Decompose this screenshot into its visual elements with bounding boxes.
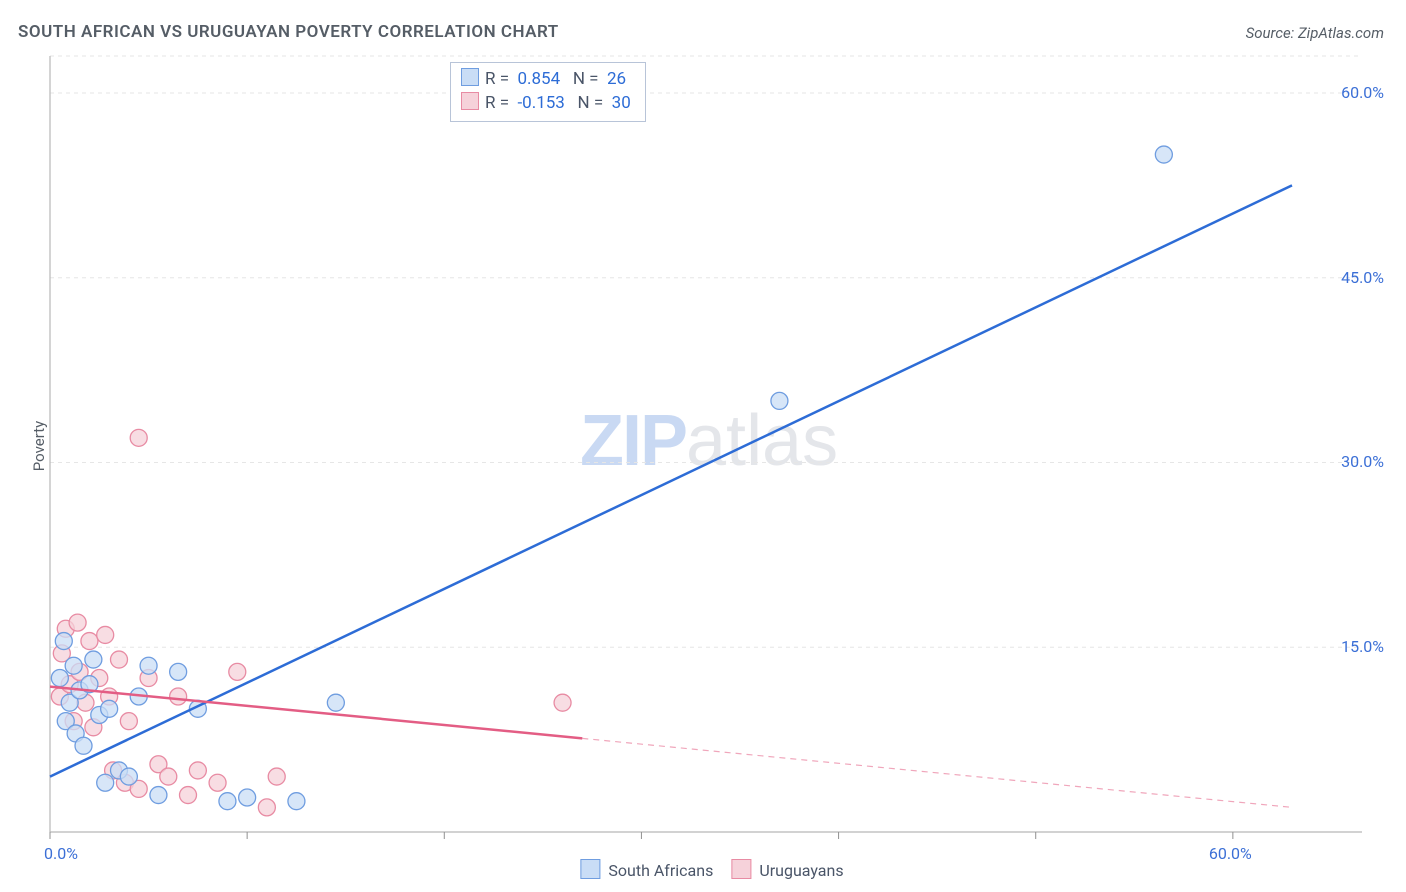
x-tick-min: 0.0% [44,844,78,863]
y-tick-label: 45.0% [1341,268,1384,287]
legend-label: Uruguayans [759,861,843,880]
bottom-legend: South Africans Uruguayans [562,859,843,880]
n-value: 30 [612,93,631,113]
legend-swatch-icon [461,68,479,86]
correlation-box: R = 0.854 N = 26R = -0.153 N = 30 [450,62,646,122]
y-tick-label: 15.0% [1341,637,1384,656]
legend-swatch-icon [731,859,751,879]
r-value: 0.854 [517,69,560,89]
y-tick-label: 60.0% [1341,83,1384,102]
y-tick-label: 30.0% [1341,452,1384,471]
r-value: -0.153 [517,93,564,113]
legend-swatch-icon [461,92,479,110]
correlation-row: R = -0.153 N = 30 [461,91,631,115]
x-tick-max: 60.0% [1209,844,1252,863]
scatter-plot [0,0,1406,892]
n-value: 26 [607,69,626,89]
legend-swatch-icon [580,859,600,879]
correlation-row: R = 0.854 N = 26 [461,67,631,91]
legend-label: South Africans [608,861,713,880]
